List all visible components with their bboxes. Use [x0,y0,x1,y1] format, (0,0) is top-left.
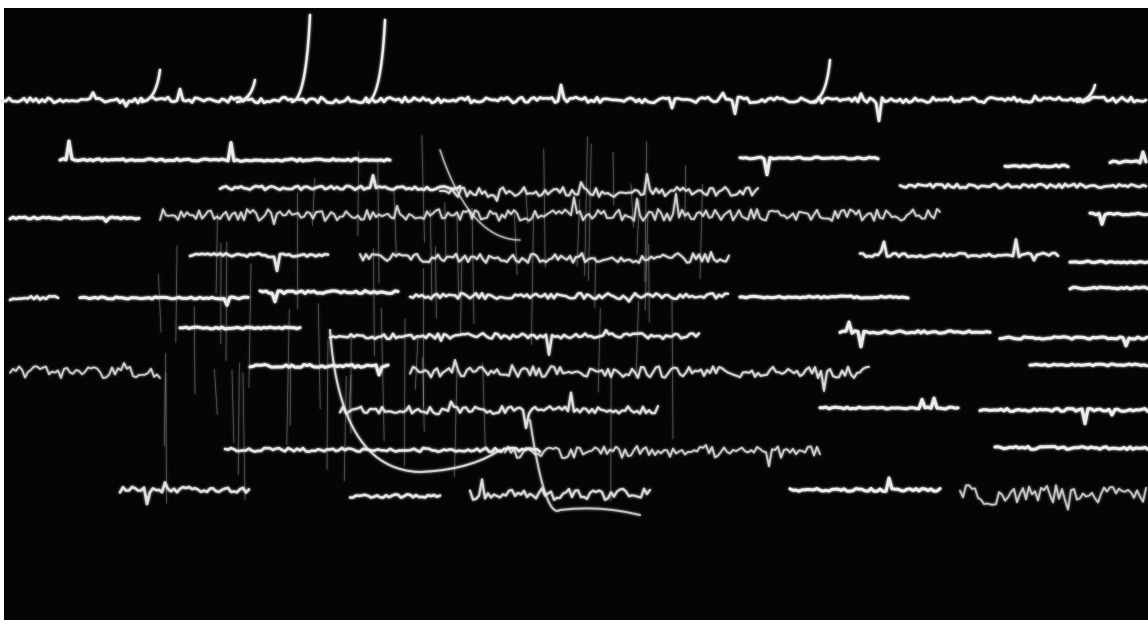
streak [290,362,291,426]
trace [1070,287,1148,289]
trace [995,447,1148,450]
page: (() => { const data = JSON.parse(documen… [0,0,1148,626]
photo [0,0,1148,626]
trace [1005,165,1068,167]
trace [740,296,908,298]
trace [1070,261,1148,263]
trace [1030,364,1147,366]
